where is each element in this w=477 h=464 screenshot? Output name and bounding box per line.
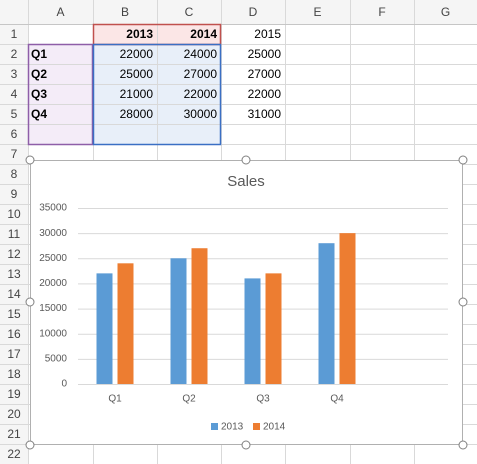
cell-text: Q2 bbox=[31, 67, 47, 81]
row-number: 12 bbox=[7, 247, 21, 261]
handle[interactable] bbox=[25, 440, 35, 450]
cell-text: 28000 bbox=[120, 107, 154, 121]
row-number: 9 bbox=[11, 187, 18, 201]
row-number: 15 bbox=[7, 307, 21, 321]
range-borders bbox=[27, 23, 222, 146]
row-number: 7 bbox=[11, 147, 18, 161]
cell-text: 22000 bbox=[184, 87, 218, 101]
bar bbox=[265, 273, 282, 384]
cell-text: 27000 bbox=[248, 67, 282, 81]
x-tick-label: Q1 bbox=[108, 394, 122, 405]
chart-object[interactable]: Sales 0 5000 10000 15000 20000 25000 30000 3500… bbox=[30, 160, 463, 445]
cell-text: 2014 bbox=[190, 27, 217, 41]
row-number: 20 bbox=[7, 407, 21, 421]
bar bbox=[244, 278, 261, 384]
y-tick-label: 20000 bbox=[39, 278, 67, 289]
cell-text: 21000 bbox=[120, 87, 154, 101]
handle[interactable] bbox=[25, 155, 35, 165]
column-header-bar bbox=[0, 0, 477, 24]
y-tick-label: 35000 bbox=[39, 203, 67, 214]
column-letter: D bbox=[249, 5, 258, 19]
bar bbox=[117, 263, 134, 384]
x-tick-label: Q4 bbox=[330, 394, 344, 405]
y-tick-label: 30000 bbox=[39, 228, 67, 239]
column-letter: A bbox=[56, 5, 64, 19]
row-number: 5 bbox=[11, 107, 18, 121]
handle[interactable] bbox=[458, 155, 468, 165]
legend-swatch bbox=[211, 423, 218, 430]
cell-text: 25000 bbox=[248, 47, 282, 61]
row-number: 1 bbox=[11, 27, 18, 41]
legend-label: 2014 bbox=[263, 422, 286, 433]
row-number: 18 bbox=[7, 367, 21, 381]
y-tick-label: 25000 bbox=[39, 253, 67, 264]
column-letter: B bbox=[121, 5, 129, 19]
row-number: 6 bbox=[11, 127, 18, 141]
cell-text: 2015 bbox=[254, 27, 281, 41]
y-tick-label: 15000 bbox=[39, 303, 67, 314]
cell-text: 27000 bbox=[184, 67, 218, 81]
x-tick-label: Q2 bbox=[182, 394, 196, 405]
cell-text: Q3 bbox=[31, 87, 47, 101]
values-range-border bbox=[92, 43, 222, 146]
row-header-bar bbox=[0, 0, 28, 464]
y-tick-label: 10000 bbox=[39, 328, 67, 339]
column-letter: G bbox=[441, 5, 450, 19]
bar bbox=[318, 243, 335, 384]
row-number: 19 bbox=[7, 387, 21, 401]
row-number: 3 bbox=[11, 67, 18, 81]
cell-text: 25000 bbox=[120, 67, 154, 81]
legend-swatch bbox=[253, 423, 260, 430]
row-number: 10 bbox=[7, 207, 21, 221]
category-range-border bbox=[27, 43, 94, 146]
handle[interactable] bbox=[458, 297, 468, 307]
handle[interactable] bbox=[241, 440, 251, 450]
cell-text: 30000 bbox=[184, 107, 218, 121]
row-number: 11 bbox=[8, 227, 21, 241]
row-number: 16 bbox=[7, 327, 21, 341]
handle[interactable] bbox=[241, 155, 251, 165]
x-tick-label: Q3 bbox=[256, 394, 270, 405]
cell-text: Q1 bbox=[31, 47, 47, 61]
column-letter: E bbox=[313, 5, 321, 19]
column-letter: C bbox=[185, 5, 194, 19]
legend-label: 2013 bbox=[221, 422, 244, 433]
category-range-fill bbox=[28, 44, 93, 144]
cell-text: 22000 bbox=[120, 47, 154, 61]
row-number: 22 bbox=[7, 447, 21, 461]
bar bbox=[96, 273, 113, 384]
cell-text: 22000 bbox=[248, 87, 282, 101]
y-tick-label: 5000 bbox=[45, 353, 68, 364]
handle[interactable] bbox=[458, 440, 468, 450]
row-number: 2 bbox=[11, 47, 18, 61]
row-number: 8 bbox=[11, 167, 18, 181]
bar bbox=[170, 258, 187, 384]
selection-handles bbox=[25, 155, 468, 450]
row-number: 17 bbox=[7, 347, 21, 361]
handle[interactable] bbox=[25, 297, 35, 307]
cell-text: 2013 bbox=[126, 27, 153, 41]
column-letter: F bbox=[378, 5, 385, 19]
cell-text: 24000 bbox=[184, 47, 218, 61]
y-tick-label: 0 bbox=[61, 379, 67, 390]
cell-text: Q4 bbox=[31, 107, 47, 121]
row-number: 13 bbox=[7, 267, 21, 281]
row-number: 21 bbox=[7, 427, 21, 441]
cell-text: 31000 bbox=[248, 107, 282, 121]
bar bbox=[339, 233, 356, 384]
row-number: 14 bbox=[7, 287, 21, 301]
row-number: 4 bbox=[11, 87, 18, 101]
chart-title: Sales bbox=[227, 173, 265, 190]
bar bbox=[191, 248, 208, 384]
